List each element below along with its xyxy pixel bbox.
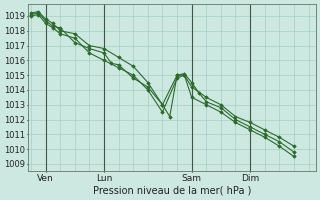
X-axis label: Pression niveau de la mer( hPa ): Pression niveau de la mer( hPa )	[93, 186, 251, 196]
